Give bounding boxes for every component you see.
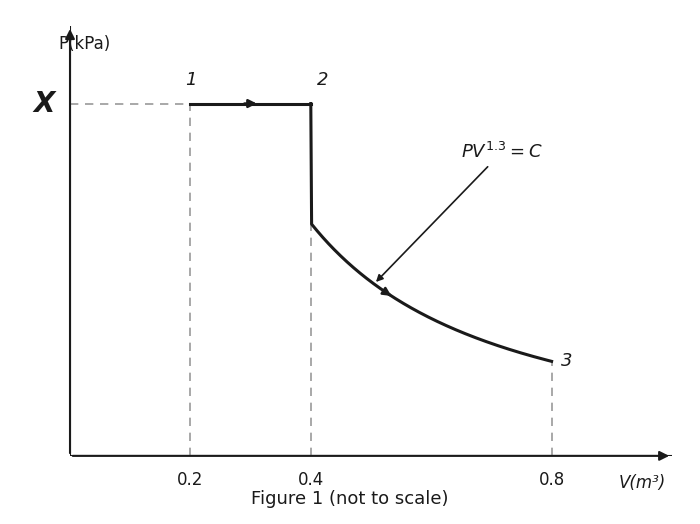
Text: 2: 2: [317, 71, 328, 89]
Text: 0.4: 0.4: [298, 471, 324, 489]
Text: $PV^{1.3} = C$: $PV^{1.3} = C$: [377, 142, 543, 281]
Text: V(m³): V(m³): [619, 474, 666, 492]
Text: 0.8: 0.8: [538, 471, 565, 489]
Text: 0.2: 0.2: [177, 471, 204, 489]
Text: 3: 3: [561, 352, 572, 370]
Text: Figure 1 (not to scale): Figure 1 (not to scale): [251, 490, 449, 508]
Text: 1: 1: [185, 71, 196, 89]
Text: P(kPa): P(kPa): [58, 35, 110, 53]
Text: X: X: [34, 90, 55, 117]
